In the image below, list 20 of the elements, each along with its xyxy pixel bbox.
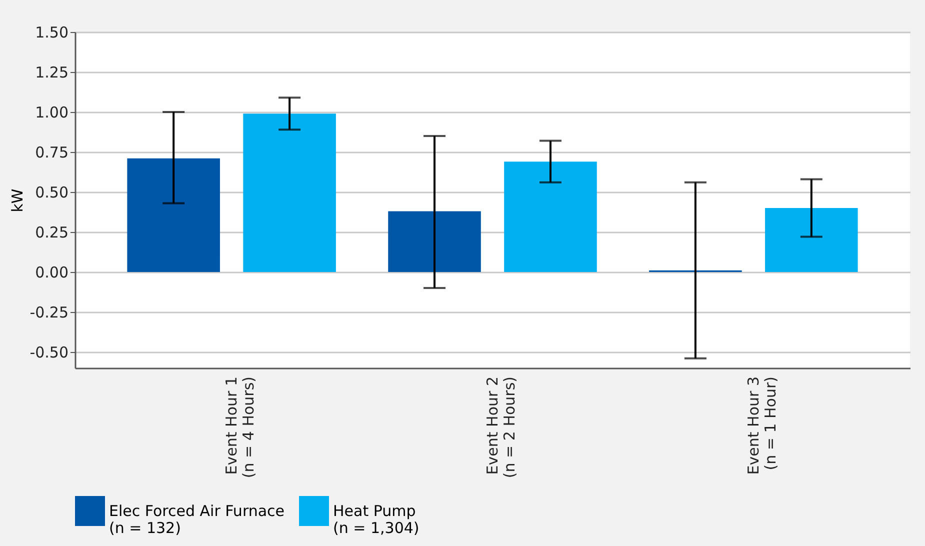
y-tick-label: 0.00 (35, 264, 68, 282)
legend-label: Heat Pump (n = 1,304) (333, 502, 420, 537)
x-tick-label: Event Hour 3 (n = 1 Hour) (744, 376, 780, 475)
y-tick-label: 0.75 (35, 144, 68, 162)
bar (504, 162, 597, 272)
x-tick-label: Event Hour 1 (n = 4 Hours) (222, 376, 258, 478)
bar (243, 114, 336, 272)
y-tick-label: 0.50 (35, 184, 68, 202)
bar (388, 211, 481, 272)
y-tick-label: 1.50 (35, 24, 68, 42)
y-tick-label: -0.50 (30, 344, 68, 362)
x-tick-label: Event Hour 2 (n = 2 Hours) (484, 376, 518, 478)
y-tick-label: 0.25 (35, 224, 68, 242)
y-axis-title: kW (8, 188, 27, 212)
y-tick-label: 1.00 (35, 104, 68, 122)
y-tick-label: -0.25 (30, 304, 68, 322)
bar (127, 158, 220, 272)
bar (765, 208, 858, 272)
y-tick-label: 1.25 (35, 64, 68, 82)
legend-label: Elec Forced Air Furnace (n = 132) (109, 502, 285, 537)
